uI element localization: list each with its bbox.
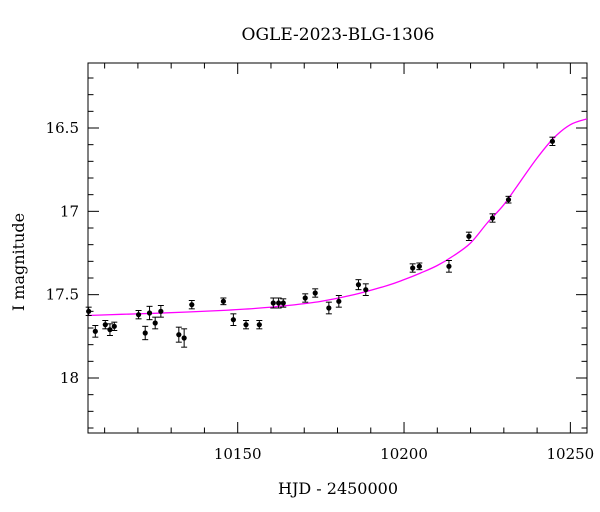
plot-area (87, 62, 588, 434)
x-tick-labels: 10150 10200 10250 (214, 445, 594, 463)
point-marker (505, 197, 512, 203)
data-point (181, 328, 188, 348)
point-marker (142, 330, 148, 336)
y-tick-label: 16.5 (46, 119, 79, 137)
x-tick-label: 10250 (547, 445, 595, 463)
point-marker (220, 298, 226, 304)
point-marker (102, 322, 108, 328)
data-point (302, 293, 309, 303)
data-point (85, 306, 92, 316)
point-marker (92, 328, 98, 334)
data-point (409, 263, 416, 273)
point-marker (489, 215, 496, 221)
point-marker (446, 263, 452, 269)
point-marker (549, 138, 556, 144)
data-point (175, 326, 182, 343)
point-marker (280, 300, 286, 306)
point-marker (152, 320, 158, 326)
data-point (220, 297, 227, 306)
data-point (355, 279, 362, 291)
data-point (335, 295, 342, 308)
data-point (142, 325, 149, 341)
data-point (445, 260, 452, 273)
point-marker (270, 300, 276, 306)
point-marker (111, 323, 117, 329)
x-tick-label: 10150 (214, 445, 262, 463)
data-point (362, 283, 369, 296)
data-point (146, 305, 153, 321)
data-point (505, 195, 512, 204)
data-point (270, 297, 277, 309)
point-marker (336, 298, 342, 304)
data-point (92, 325, 99, 338)
data-point (465, 231, 472, 241)
data-point (275, 297, 282, 309)
point-marker (410, 265, 416, 271)
data-point (111, 321, 118, 331)
data-point (489, 213, 496, 223)
x-axis-label: HJD - 2450000 (278, 479, 398, 498)
y-tick-label: 18 (60, 369, 79, 387)
point-marker (326, 305, 332, 311)
point-marker (230, 317, 236, 323)
data-point (188, 300, 195, 310)
point-marker (158, 308, 164, 314)
point-marker (107, 327, 113, 333)
point-marker (276, 300, 282, 306)
data-point (230, 313, 237, 326)
point-marker (243, 322, 249, 328)
point-marker (86, 308, 92, 314)
data-point (416, 262, 423, 271)
y-tick-label: 17.5 (46, 286, 79, 304)
data-point (106, 323, 113, 336)
chart-title: OGLE-2023-BLG-1306 (242, 25, 435, 45)
data-point (256, 320, 263, 330)
point-marker (176, 332, 182, 338)
x-tick-label: 10200 (380, 445, 428, 463)
model-curve (88, 118, 587, 317)
point-marker (256, 322, 262, 328)
data-point (135, 310, 142, 320)
data-point (549, 136, 556, 146)
model-curve-layer (88, 118, 587, 317)
point-marker (135, 312, 142, 318)
point-marker (355, 282, 362, 288)
point-marker (363, 287, 369, 293)
data-point (157, 305, 164, 318)
point-marker (312, 290, 318, 296)
point-marker (189, 302, 195, 308)
point-marker (181, 335, 187, 341)
axis-ticks (88, 63, 587, 433)
data-points-layer (85, 136, 556, 348)
point-marker (466, 233, 472, 239)
data-point (312, 288, 319, 298)
point-marker (146, 310, 153, 316)
data-point (325, 301, 332, 315)
data-point (243, 320, 250, 330)
y-tick-label: 17 (60, 202, 79, 220)
point-marker (302, 295, 308, 301)
y-axis-label: I magnitude (9, 213, 28, 311)
y-tick-labels: 16.5 17 17.5 18 (46, 119, 79, 387)
point-marker (416, 263, 422, 269)
data-point (152, 316, 159, 330)
data-point (280, 298, 287, 308)
data-point (102, 320, 109, 330)
plot-frame (87, 62, 588, 434)
